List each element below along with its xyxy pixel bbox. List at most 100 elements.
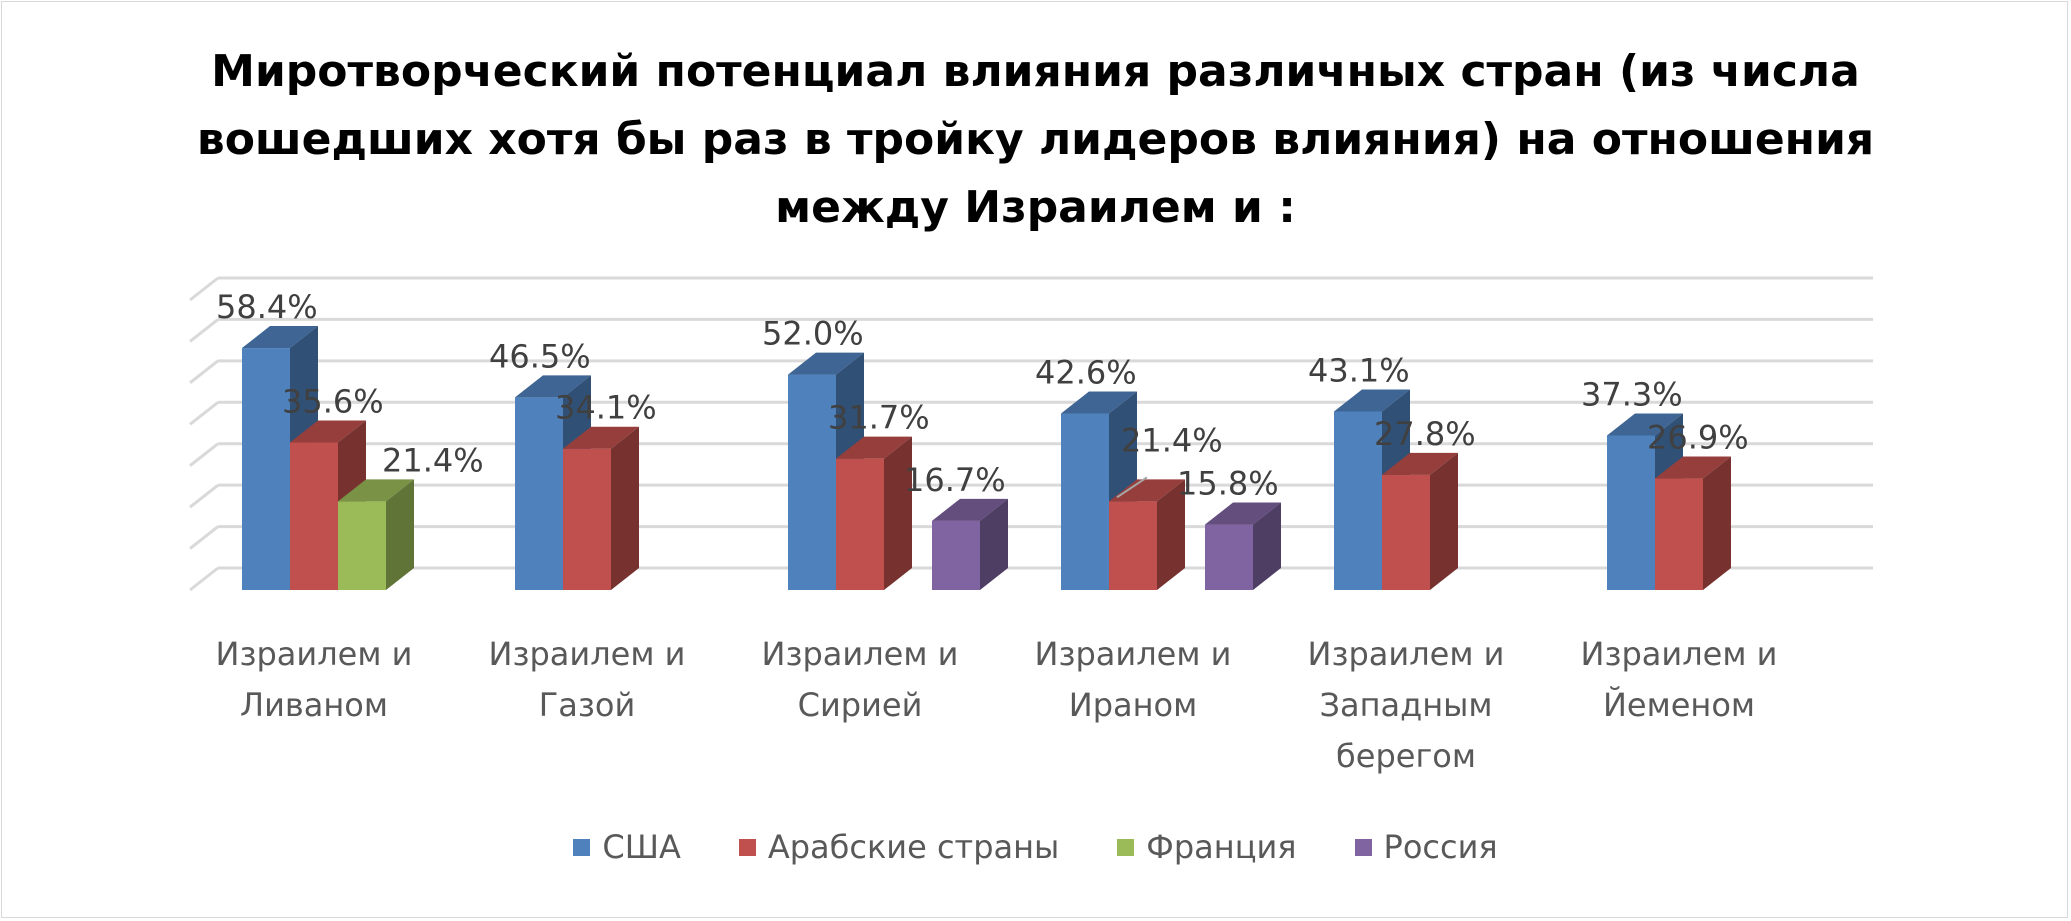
gridline-side (189, 359, 219, 385)
bar-side (980, 498, 1008, 590)
bar-top (242, 326, 318, 349)
bar (338, 479, 414, 590)
bar-side (611, 426, 639, 590)
bar (1655, 456, 1731, 590)
data-label: 21.4% (1121, 421, 1223, 459)
bar-front (515, 397, 563, 590)
category-label-line: Израилем и (1581, 635, 1778, 673)
bar-front (1205, 524, 1253, 590)
data-label: 37.3% (1581, 375, 1683, 413)
category-label: Израилем и Западным берегом (1308, 635, 1505, 775)
bar-front (242, 348, 290, 590)
bar-front (1109, 501, 1157, 590)
category-label-line: Израилем и (762, 635, 959, 673)
legend-swatch-usa (573, 838, 591, 856)
category-label-line: Западным (1319, 686, 1492, 724)
legend-swatch-arab (738, 838, 756, 856)
legend-swatch-russia (1354, 838, 1372, 856)
bar-front (290, 442, 338, 590)
bar-front (338, 501, 386, 590)
bar-front (1334, 411, 1382, 590)
gridline-side (189, 442, 219, 467)
category-label: Израилем и Газой (489, 635, 686, 724)
bar-side (1253, 502, 1281, 590)
bar-top (932, 498, 1008, 521)
bar-top (1061, 391, 1137, 414)
bars (242, 326, 1731, 590)
bar-top (290, 420, 366, 443)
category-label: Израилем и Йеменом (1581, 635, 1778, 724)
legend-label-russia: Россия (1383, 828, 1498, 866)
category-label-line: Израилем и (216, 635, 413, 673)
bar-front (932, 520, 980, 590)
data-label: 31.7% (828, 399, 930, 437)
bar-top (1655, 456, 1731, 479)
data-label: 35.6% (282, 383, 384, 421)
gridline-side (189, 566, 219, 592)
legend-item-usa: США (573, 828, 681, 866)
gridlines (189, 276, 1873, 592)
bar-front (1655, 478, 1703, 590)
gridline-side (189, 401, 219, 426)
bar (932, 498, 1008, 590)
bar-top (1109, 479, 1185, 502)
bar-side (1703, 456, 1731, 590)
data-label: 27.8% (1374, 415, 1476, 453)
bar-side (884, 436, 912, 590)
chart-plot: 58.4% 35.6% 21.4% 46.5% 34.1% 52.0% 31.7% 16.7%… (189, 276, 1873, 775)
bar-top (1334, 389, 1410, 412)
bar-top (1205, 502, 1281, 525)
category-label-line: Газой (539, 686, 636, 724)
bar-front (836, 458, 884, 590)
bar-side (1157, 479, 1185, 590)
bar (1382, 452, 1458, 590)
leader-line (1116, 476, 1148, 499)
category-label: Израилем и Ливаном (216, 635, 413, 724)
bar-top (788, 352, 864, 375)
bar-front (788, 374, 836, 590)
legend-item-arab: Арабские страны (738, 828, 1060, 866)
bar-front (563, 448, 611, 590)
data-label: 26.9% (1647, 419, 1749, 457)
category-label-line: Ираном (1069, 686, 1198, 724)
bar-top (1607, 413, 1683, 436)
gridline-side (189, 318, 219, 343)
bar (836, 436, 912, 590)
bar (563, 426, 639, 590)
chart-title: Миротворческий потенциал влияния различн… (0, 38, 2071, 242)
legend-label-usa: США (602, 828, 681, 866)
category-label-line: Йеменом (1603, 686, 1755, 724)
chart-title-line-3: между Израилем и : (775, 182, 1296, 233)
data-label: 43.1% (1308, 351, 1410, 389)
legend-item-russia: Россия (1354, 828, 1498, 866)
bar-side (1430, 452, 1458, 590)
chart-legend: США Арабские страны Франция Россия (0, 828, 2071, 866)
category-label-line: Израилем и (489, 635, 686, 673)
bar (1205, 502, 1281, 590)
category-label-line: Сирией (798, 686, 923, 724)
legend-label-arab: Арабские страны (767, 828, 1060, 866)
legend-item-france: Франция (1117, 828, 1297, 866)
category-label-line: берегом (1336, 737, 1476, 775)
gridline-side (189, 525, 219, 550)
bar-front (1061, 413, 1109, 590)
data-label: 16.7% (904, 461, 1006, 499)
bar-front (1607, 435, 1655, 590)
bar-side (386, 479, 414, 590)
category-label: Израилем и Ираном (1035, 635, 1232, 724)
bar-top (515, 375, 591, 398)
chart-title-line-2: вошедших хотя бы раз в тройку лидеров вл… (196, 114, 1875, 165)
data-label: 15.8% (1177, 465, 1279, 503)
data-labels: 58.4% 35.6% 21.4% 46.5% 34.1% 52.0% 31.7% 16.7%… (216, 288, 1749, 502)
bar (1109, 479, 1185, 590)
category-label-line: Ливаном (240, 686, 388, 724)
bar-top (563, 426, 639, 449)
bar-top (1382, 452, 1458, 475)
data-label: 46.5% (489, 337, 591, 375)
data-label: 34.1% (555, 389, 657, 427)
category-label-line: Израилем и (1035, 635, 1232, 673)
data-label: 52.0% (762, 315, 864, 353)
legend-label-france: Франция (1146, 828, 1297, 866)
